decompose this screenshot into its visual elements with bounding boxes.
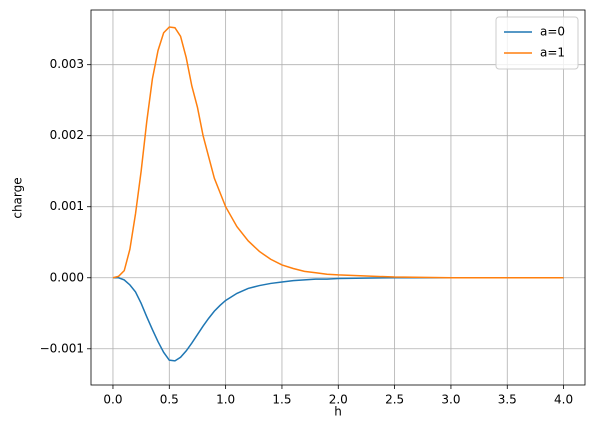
y-tick-label: 0.002 <box>50 128 84 142</box>
x-tick-label: 0.0 <box>103 393 122 407</box>
x-tick-label: 0.5 <box>160 393 179 407</box>
x-tick-label: 1.5 <box>272 393 291 407</box>
legend-box <box>495 16 579 70</box>
y-axis-label: charge <box>11 177 25 218</box>
y-tick-label: 0.003 <box>50 57 84 71</box>
x-tick-label: 3.0 <box>441 393 460 407</box>
legend-label: a=0 <box>540 25 565 39</box>
x-tick-label: 4.0 <box>554 393 573 407</box>
x-axis-label: h <box>334 405 342 419</box>
x-tick-label: 3.5 <box>498 393 517 407</box>
x-tick-label: 2.5 <box>385 393 404 407</box>
x-tick-label: 2.0 <box>329 393 348 407</box>
data-line <box>112 26 564 279</box>
y-tick-label: 0.000 <box>50 270 84 284</box>
legend-label: a=1 <box>540 46 565 60</box>
y-tick-label: −0.001 <box>40 341 84 355</box>
plot-frame <box>90 9 586 386</box>
data-line <box>112 277 564 362</box>
y-tick-label: 0.001 <box>50 199 84 213</box>
x-tick-label: 1.0 <box>216 393 235 407</box>
